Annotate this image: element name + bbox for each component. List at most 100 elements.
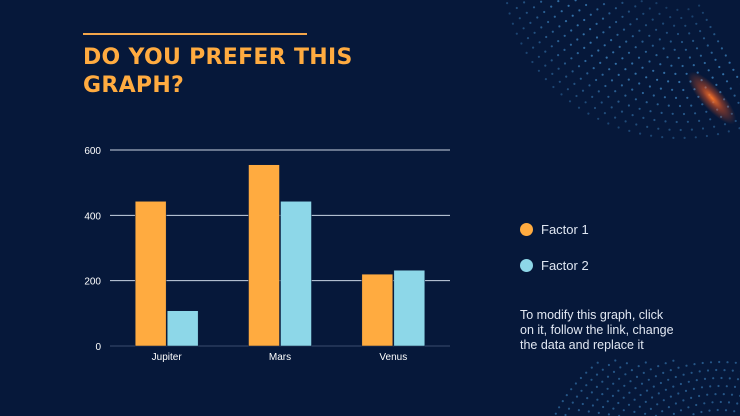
- decor-dot: [638, 29, 641, 32]
- decor-dot: [727, 130, 730, 133]
- decor-dot: [567, 4, 570, 7]
- bar-factor-2-mars[interactable]: [280, 201, 312, 347]
- decor-dot: [638, 107, 641, 110]
- decor-dot: [571, 70, 574, 73]
- decor-dot: [709, 25, 712, 29]
- decor-dot: [610, 79, 614, 82]
- decor-dot: [684, 24, 687, 27]
- decor-dot: [606, 400, 609, 403]
- decor-dot: [705, 134, 709, 138]
- decor-dot: [687, 406, 690, 409]
- decor-dot: [631, 88, 634, 91]
- bar-factor-1-mars[interactable]: [248, 164, 280, 347]
- decor-dot: [612, 370, 616, 373]
- decor-dot: [615, 20, 618, 24]
- decor-dot: [576, 24, 579, 27]
- decor-dot: [649, 368, 652, 371]
- decor-dot: [723, 123, 727, 126]
- decor-dot: [650, 134, 653, 137]
- decor-dot: [653, 118, 656, 122]
- decor-dot: [634, 46, 637, 49]
- decor-dot: [670, 64, 673, 67]
- decor-dot: [717, 40, 720, 43]
- decor-dot: [564, 413, 567, 416]
- legend-item-factor-2[interactable]: Factor 2: [520, 258, 589, 273]
- decor-dot: [619, 366, 622, 369]
- decor-dot: [624, 94, 627, 97]
- decor-dot: [533, 31, 536, 34]
- decor-dot: [661, 410, 664, 413]
- decor-dot: [590, 366, 593, 369]
- bar-factor-2-venus[interactable]: [393, 269, 426, 347]
- decor-dot: [645, 76, 648, 79]
- decor-dot: [722, 73, 725, 76]
- decor-dot: [586, 72, 589, 75]
- decor-dot: [723, 369, 726, 372]
- decor-dot: [611, 394, 615, 397]
- decor-dot: [684, 48, 688, 51]
- decor-dot: [597, 411, 600, 414]
- decor-dot: [634, 5, 637, 8]
- decor-dot: [584, 101, 587, 104]
- decor-dot: [568, 100, 572, 103]
- decor-dot: [677, 392, 680, 395]
- decor-dot: [657, 127, 660, 130]
- decor-dot: [631, 35, 634, 38]
- bar-factor-1-venus[interactable]: [361, 273, 394, 347]
- decor-dot: [600, 101, 603, 104]
- decor-dot: [592, 67, 595, 70]
- decor-dot: [540, 0, 543, 3]
- decor-dot: [537, 55, 541, 58]
- decor-dot: [679, 382, 683, 386]
- decor-dot: [665, 31, 669, 34]
- decor-dot: [633, 398, 636, 401]
- decor-dot: [706, 393, 709, 396]
- decor-dot: [602, 405, 605, 409]
- decor-dot: [618, 45, 621, 49]
- bar-factor-1-jupiter[interactable]: [134, 201, 167, 347]
- decor-dot: [658, 12, 661, 15]
- bar-chart[interactable]: 0 200 400 600 Jupiter Mars Venus: [70, 135, 470, 375]
- decor-dot: [703, 402, 706, 405]
- decor-dot: [669, 369, 672, 372]
- decor-dot: [630, 369, 634, 372]
- decor-dot: [730, 393, 734, 396]
- decor-dot: [627, 10, 631, 13]
- decor-dot: [669, 16, 672, 19]
- decor-dot: [657, 392, 660, 395]
- decor-dot: [727, 401, 731, 404]
- decor-dot: [544, 64, 547, 67]
- decor-dot: [585, 3, 588, 7]
- legend-item-factor-1[interactable]: Factor 1: [520, 222, 589, 237]
- decor-dot: [573, 82, 576, 85]
- decor-dot: [667, 104, 670, 107]
- decor-dot: [726, 361, 729, 364]
- bar-factor-2-jupiter[interactable]: [166, 310, 199, 347]
- decor-dot: [622, 28, 626, 31]
- decor-dot: [710, 51, 713, 54]
- decor-dot: [698, 370, 701, 373]
- decor-dot: [709, 118, 712, 121]
- decor-dot: [682, 88, 685, 92]
- decor-dot: [558, 80, 561, 83]
- decor-dot: [608, 12, 611, 15]
- decor-dot: [531, 60, 534, 64]
- decor-dot: [678, 104, 682, 108]
- decor-dot: [583, 46, 586, 50]
- decor-dot: [669, 395, 673, 398]
- decor-dot: [644, 400, 647, 403]
- decor-dot: [635, 18, 639, 21]
- decor-dot: [603, 44, 606, 47]
- decor-dot: [724, 409, 728, 412]
- decor-dot: [733, 385, 737, 388]
- decor-dot: [713, 33, 716, 36]
- decor-dot: [589, 28, 592, 31]
- decor-dot: [713, 125, 716, 128]
- legend-swatch-factor-2: [520, 259, 533, 272]
- decor-dot: [641, 91, 645, 95]
- decor-dot: [639, 393, 642, 397]
- decor-dot: [532, 6, 536, 9]
- decor-dot: [620, 110, 624, 113]
- decor-dot: [691, 15, 694, 18]
